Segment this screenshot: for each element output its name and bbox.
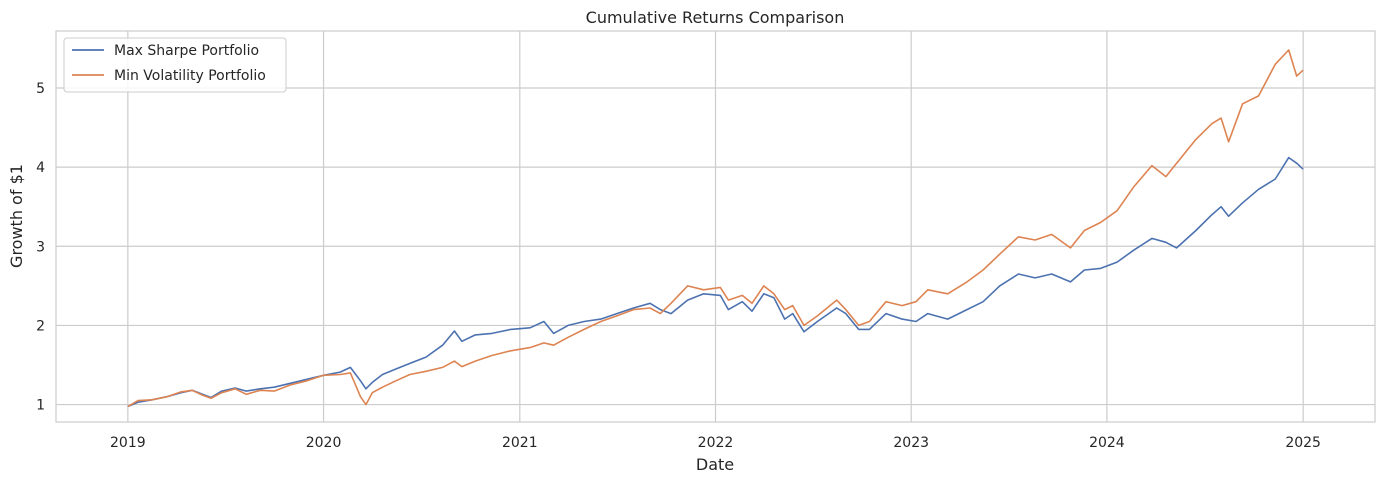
plot-frame (55, 30, 1376, 423)
y-tick-label: 4 (36, 160, 45, 176)
x-tick-label: 2021 (502, 435, 538, 451)
y-tick-label: 5 (36, 81, 45, 97)
y-axis-label: Growth of $1 (7, 164, 26, 268)
legend-box (63, 37, 287, 93)
x-axis-label: Date (696, 455, 734, 474)
legend-label: Min Volatility Portfolio (114, 68, 266, 84)
series-lines (127, 49, 1304, 408)
y-tick-label: 2 (36, 318, 45, 334)
legend: Max Sharpe Portfolio Min Volatility Portf… (63, 37, 287, 93)
series-line-min-volatility (127, 49, 1304, 408)
x-tick-label: 2025 (1285, 435, 1321, 451)
y-tick-label: 3 (36, 239, 45, 255)
chart-title: Cumulative Returns Comparison (586, 8, 845, 27)
x-tick-label: 2020 (306, 435, 342, 451)
x-tick-labels: 2019 2020 2021 2022 2023 2024 2025 (110, 435, 1321, 451)
legend-label: Max Sharpe Portfolio (114, 43, 259, 59)
y-tick-labels: 1 2 3 4 5 (36, 81, 45, 414)
x-tick-label: 2019 (110, 435, 146, 451)
y-tick-label: 1 (36, 398, 45, 414)
x-tick-label: 2023 (893, 435, 929, 451)
grid-lines (56, 31, 1375, 422)
x-tick-label: 2022 (698, 435, 734, 451)
x-tick-label: 2024 (1089, 435, 1125, 451)
series-line-max-sharpe (127, 156, 1304, 408)
